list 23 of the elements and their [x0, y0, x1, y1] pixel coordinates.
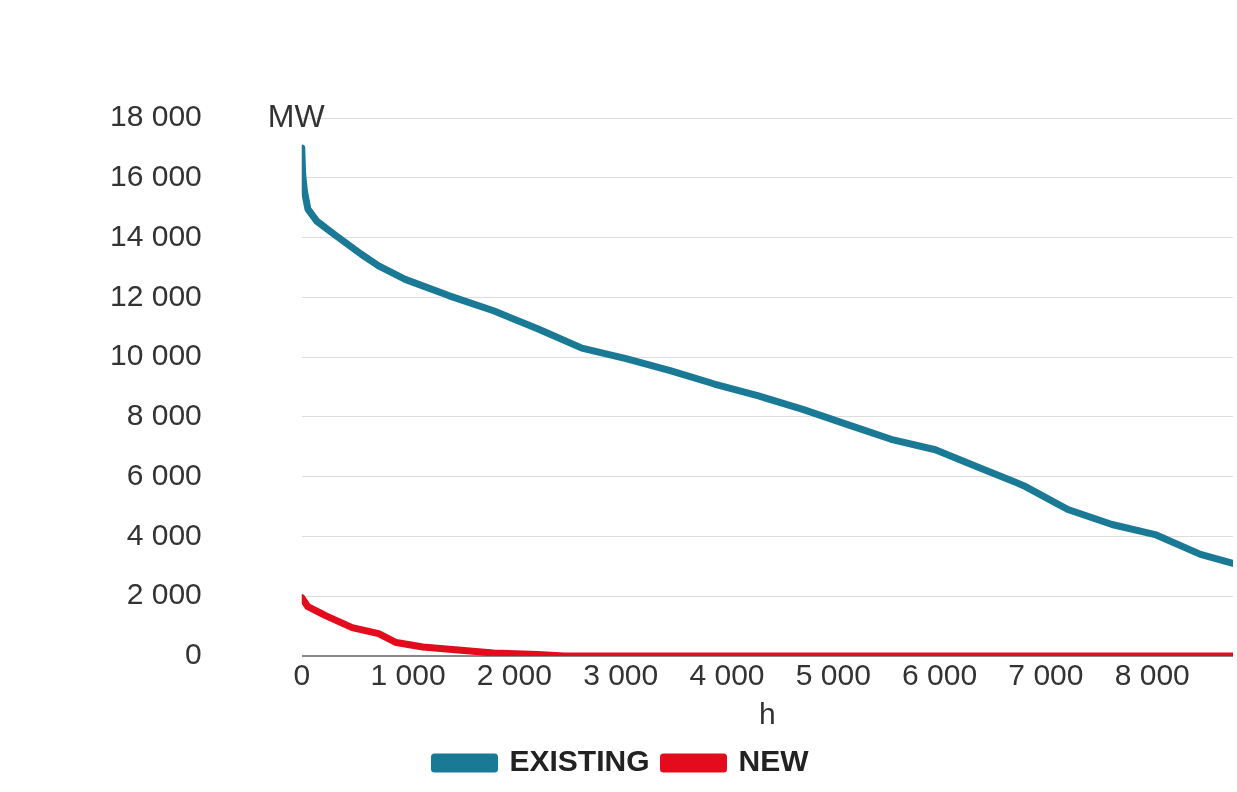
x-tick-label: 4 000	[689, 658, 765, 692]
y-tick-label: 10 000	[109, 338, 202, 372]
legend-label: EXISTING	[509, 744, 650, 778]
y-tick-label: 12 000	[109, 278, 202, 312]
y-axis-title: MW	[267, 97, 326, 134]
x-tick-label: 7 000	[1008, 658, 1084, 692]
x-tick-label: 5 000	[795, 658, 871, 692]
x-tick-label: 8 000	[1114, 658, 1190, 692]
y-tick-label: 8 000	[126, 398, 202, 432]
y-tick-label: 6 000	[126, 457, 202, 491]
x-tick-label: 3 000	[583, 658, 659, 692]
x-tick-label: 2 000	[476, 658, 552, 692]
y-tick-label: 0	[185, 637, 202, 671]
legend-label: NEW	[738, 744, 810, 778]
y-tick-label: 16 000	[109, 159, 202, 193]
x-axis-title: h	[759, 697, 776, 731]
y-tick-label: 2 000	[126, 577, 202, 611]
x-tick-label: 6 000	[902, 658, 978, 692]
x-tick-label: 0	[293, 658, 311, 692]
y-tick-label: 18 000	[109, 99, 202, 133]
y-tick-label: 14 000	[109, 218, 202, 252]
x-tick-label: 1 000	[370, 658, 446, 692]
y-tick-label: 4 000	[126, 517, 202, 551]
